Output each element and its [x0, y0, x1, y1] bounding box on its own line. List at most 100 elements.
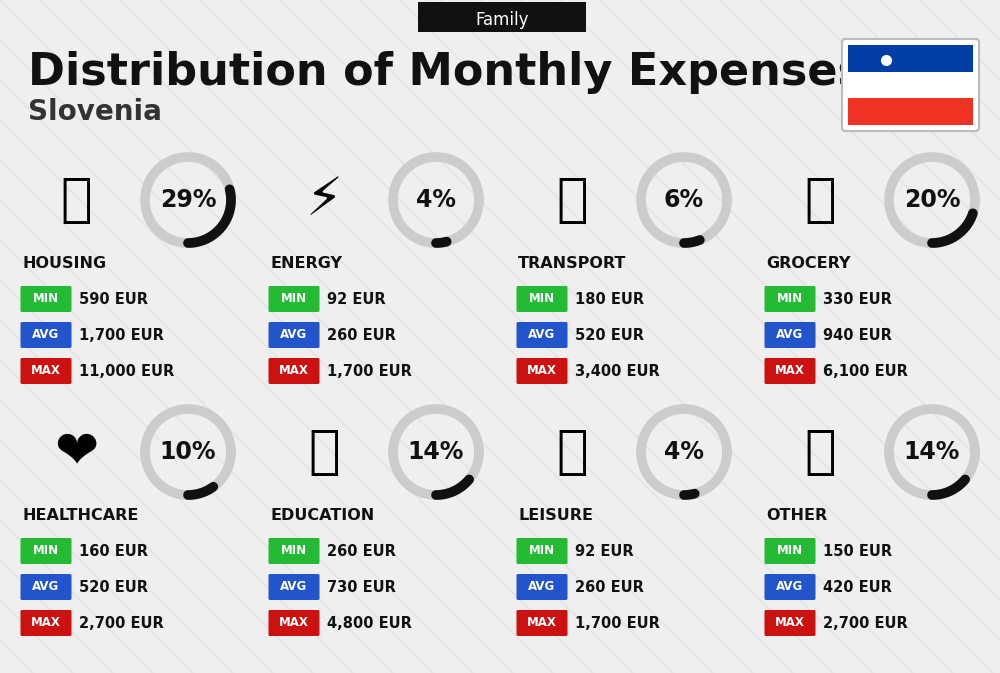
FancyBboxPatch shape	[20, 574, 72, 600]
Text: 520 EUR: 520 EUR	[575, 328, 644, 343]
Text: 14%: 14%	[904, 440, 960, 464]
FancyBboxPatch shape	[20, 322, 72, 348]
FancyBboxPatch shape	[516, 610, 568, 636]
Text: LEISURE: LEISURE	[518, 507, 593, 522]
Text: Family: Family	[475, 11, 529, 29]
Bar	[848, 71, 973, 98]
Text: MIN: MIN	[529, 544, 555, 557]
Text: AVG: AVG	[280, 581, 308, 594]
Text: 🏢: 🏢	[60, 174, 92, 226]
Text: 260 EUR: 260 EUR	[327, 328, 396, 343]
Text: HOUSING: HOUSING	[22, 256, 106, 271]
FancyBboxPatch shape	[765, 574, 816, 600]
Text: 2,700 EUR: 2,700 EUR	[823, 616, 908, 631]
Text: 420 EUR: 420 EUR	[823, 579, 892, 594]
Text: MAX: MAX	[31, 616, 61, 629]
Text: AVG: AVG	[528, 328, 556, 341]
Bar	[848, 98, 973, 125]
Text: 260 EUR: 260 EUR	[327, 544, 396, 559]
Text: MAX: MAX	[527, 365, 557, 378]
Bar	[848, 45, 973, 71]
FancyBboxPatch shape	[418, 2, 586, 32]
FancyBboxPatch shape	[268, 610, 320, 636]
Text: 150 EUR: 150 EUR	[823, 544, 892, 559]
Text: AVG: AVG	[528, 581, 556, 594]
FancyBboxPatch shape	[516, 322, 568, 348]
Text: 🎓: 🎓	[308, 426, 340, 478]
FancyBboxPatch shape	[765, 610, 816, 636]
Text: Distribution of Monthly Expenses: Distribution of Monthly Expenses	[28, 50, 864, 94]
Text: HEALTHCARE: HEALTHCARE	[22, 507, 138, 522]
FancyBboxPatch shape	[20, 538, 72, 564]
Text: AVG: AVG	[280, 328, 308, 341]
Text: 6%: 6%	[664, 188, 704, 212]
Text: 14%: 14%	[408, 440, 464, 464]
FancyBboxPatch shape	[268, 322, 320, 348]
FancyBboxPatch shape	[516, 286, 568, 312]
Text: 4,800 EUR: 4,800 EUR	[327, 616, 412, 631]
Text: 590 EUR: 590 EUR	[79, 291, 148, 306]
Text: 🛍: 🛍	[556, 426, 588, 478]
FancyBboxPatch shape	[765, 358, 816, 384]
Text: 330 EUR: 330 EUR	[823, 291, 892, 306]
Text: MIN: MIN	[777, 293, 803, 306]
Text: 160 EUR: 160 EUR	[79, 544, 148, 559]
Text: 29%: 29%	[160, 188, 216, 212]
Text: MAX: MAX	[279, 365, 309, 378]
Text: Slovenia: Slovenia	[28, 98, 162, 126]
Text: 4%: 4%	[416, 188, 456, 212]
FancyBboxPatch shape	[765, 322, 816, 348]
Text: AVG: AVG	[776, 328, 804, 341]
Text: 3,400 EUR: 3,400 EUR	[575, 363, 660, 378]
Text: 1,700 EUR: 1,700 EUR	[575, 616, 660, 631]
Text: MIN: MIN	[33, 293, 59, 306]
Text: MAX: MAX	[279, 616, 309, 629]
Text: MIN: MIN	[529, 293, 555, 306]
Text: MIN: MIN	[33, 544, 59, 557]
Text: 1,700 EUR: 1,700 EUR	[327, 363, 412, 378]
FancyBboxPatch shape	[268, 538, 320, 564]
Text: 730 EUR: 730 EUR	[327, 579, 396, 594]
Text: ❤: ❤	[54, 426, 98, 478]
Text: 10%: 10%	[160, 440, 216, 464]
FancyBboxPatch shape	[20, 358, 72, 384]
Text: 4%: 4%	[664, 440, 704, 464]
Text: MAX: MAX	[527, 616, 557, 629]
FancyBboxPatch shape	[20, 286, 72, 312]
Text: AVG: AVG	[32, 328, 60, 341]
Text: 260 EUR: 260 EUR	[575, 579, 644, 594]
Text: 11,000 EUR: 11,000 EUR	[79, 363, 174, 378]
Text: 1,700 EUR: 1,700 EUR	[79, 328, 164, 343]
Text: 2,700 EUR: 2,700 EUR	[79, 616, 164, 631]
FancyBboxPatch shape	[268, 286, 320, 312]
Text: EDUCATION: EDUCATION	[270, 507, 374, 522]
FancyBboxPatch shape	[765, 538, 816, 564]
FancyBboxPatch shape	[842, 39, 979, 131]
Text: 940 EUR: 940 EUR	[823, 328, 892, 343]
Text: TRANSPORT: TRANSPORT	[518, 256, 626, 271]
Text: MIN: MIN	[777, 544, 803, 557]
Text: 🚌: 🚌	[556, 174, 588, 226]
Text: ENERGY: ENERGY	[270, 256, 342, 271]
FancyBboxPatch shape	[516, 574, 568, 600]
Text: 💰: 💰	[804, 426, 836, 478]
Text: 92 EUR: 92 EUR	[327, 291, 386, 306]
Text: GROCERY: GROCERY	[766, 256, 850, 271]
Text: AVG: AVG	[32, 581, 60, 594]
Text: MIN: MIN	[281, 544, 307, 557]
FancyBboxPatch shape	[516, 538, 568, 564]
Text: 180 EUR: 180 EUR	[575, 291, 644, 306]
FancyBboxPatch shape	[765, 286, 816, 312]
Text: MAX: MAX	[775, 616, 805, 629]
Text: 20%: 20%	[904, 188, 960, 212]
Text: ⚡: ⚡	[306, 174, 342, 226]
FancyBboxPatch shape	[20, 610, 72, 636]
FancyBboxPatch shape	[268, 358, 320, 384]
Text: MAX: MAX	[31, 365, 61, 378]
Text: OTHER: OTHER	[766, 507, 827, 522]
Text: 🛒: 🛒	[804, 174, 836, 226]
Text: 6,100 EUR: 6,100 EUR	[823, 363, 908, 378]
Text: 92 EUR: 92 EUR	[575, 544, 634, 559]
FancyBboxPatch shape	[268, 574, 320, 600]
Text: MAX: MAX	[775, 365, 805, 378]
